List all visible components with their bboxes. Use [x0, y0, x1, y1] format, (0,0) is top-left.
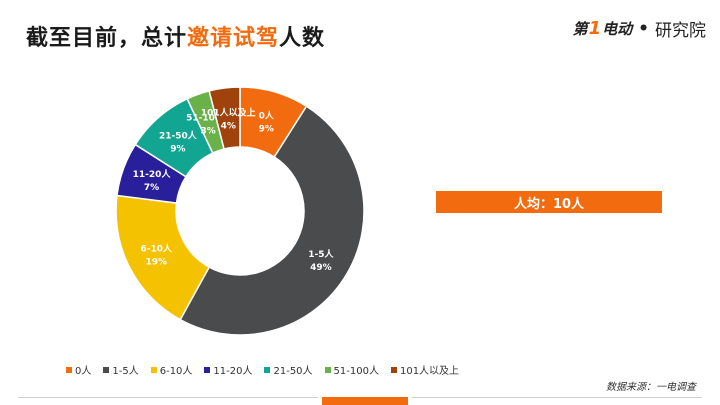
legend-swatch [103, 366, 110, 373]
legend-item: 101人以及上 [390, 362, 460, 377]
page-title: 截至目前，总计邀请试驾人数 [26, 20, 325, 52]
slice-category-label: 1-5人 [308, 248, 334, 260]
brand-institute: 研究院 [655, 21, 706, 41]
brand-number: 1 [588, 18, 602, 39]
legend-swatch [204, 366, 211, 373]
slice-category-label: 21-50人 [159, 129, 198, 141]
slice-value-label: 9% [170, 144, 185, 154]
brand-logo: 第 1 电动 • 研究院 [573, 16, 706, 41]
legend-item: 11-20人 [204, 362, 252, 377]
slice-value-label: 7% [144, 183, 159, 193]
legend-label: 21-50人 [273, 366, 313, 377]
title-prefix: 截至目前，总计 [26, 26, 188, 51]
legend-swatch [150, 366, 157, 373]
slice-value-label: 49% [310, 263, 332, 273]
title-suffix: 人数 [279, 26, 326, 51]
slice-category-label: 11-20人 [133, 168, 172, 180]
legend-swatch [66, 366, 72, 373]
legend-swatch [324, 366, 331, 373]
average-label: 人均：10人 [513, 196, 585, 212]
legend-label: 51-100人 [333, 366, 379, 377]
title-highlight: 邀请试驾 [187, 26, 280, 51]
donut-slice [179, 105, 365, 336]
legend-label: 101人以及上 [399, 366, 460, 377]
legend-item: 6-10人 [150, 362, 193, 377]
legend-swatch [264, 366, 271, 373]
legend-swatch [390, 366, 397, 373]
legend-label: 1-5人 [112, 366, 139, 377]
legend-item: 0人 [66, 362, 91, 377]
footer-accent-bar [322, 397, 408, 405]
slice-value-label: 3% [201, 127, 216, 137]
chart-legend: 0人 1-5人 6-10人 11-20人 21-50人 51-100人 101人以及上 [66, 362, 459, 377]
legend-item: 21-50人 [264, 362, 313, 377]
slice-value-label: 4% [221, 122, 236, 132]
brand-part-a: 第 [572, 20, 588, 38]
donut-slice [208, 86, 241, 150]
legend-label: 6-10人 [159, 366, 193, 377]
legend-label: 0人 [75, 366, 92, 377]
data-source: 数据来源：一电调查 [606, 382, 696, 393]
brand-dot: • [638, 18, 649, 39]
average-banner: 人均：10人 [436, 191, 662, 213]
legend-item: 1-5人 [103, 362, 139, 377]
legend-item: 51-100人 [324, 362, 379, 377]
brand-wordmark: 第 1 电动 [573, 18, 633, 39]
slice-category-label: 101人以及上 [201, 107, 256, 119]
slice-category-label: 0人 [259, 110, 275, 122]
donut-chart: 0人9%1-5人49%6-10人19%11-20人7%21-50人9%51-10… [115, 86, 365, 336]
slice-value-label: 9% [259, 125, 274, 135]
slice-category-label: 6-10人 [140, 243, 173, 255]
brand-part-b: 电动 [602, 20, 633, 38]
footer-divider-right [412, 397, 702, 398]
slice-value-label: 19% [145, 258, 167, 268]
footer-divider-left [18, 397, 318, 398]
legend-label: 11-20人 [213, 366, 253, 377]
